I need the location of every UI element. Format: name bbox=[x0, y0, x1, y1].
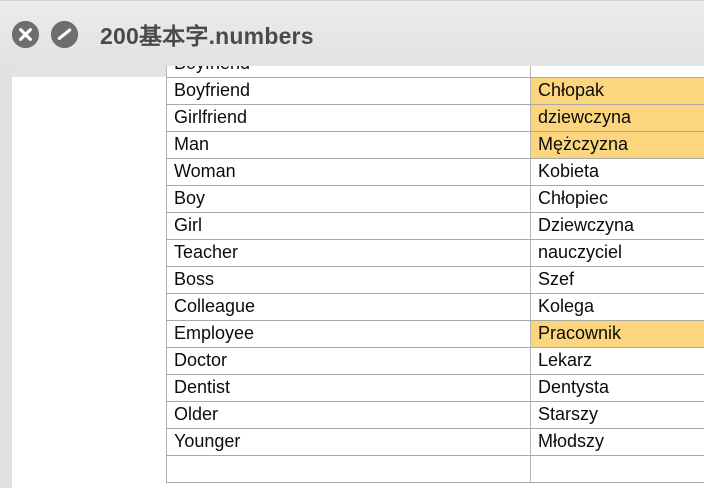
cell-english[interactable]: Boyfriend bbox=[166, 77, 531, 105]
table-row[interactable]: Girlfriend dziewczyna bbox=[166, 104, 704, 132]
cell-english[interactable]: Teacher bbox=[166, 239, 531, 267]
cell-polish[interactable]: Chłopak bbox=[530, 77, 704, 105]
table-row[interactable] bbox=[166, 455, 704, 483]
table-row[interactable]: Doctor Lekarz bbox=[166, 347, 704, 375]
document-sheet: BoyfriendBoyfriendChłopakGirlfrienddziew… bbox=[12, 66, 704, 488]
table-row[interactable]: Woman Kobieta bbox=[166, 158, 704, 186]
close-icon[interactable] bbox=[12, 20, 39, 48]
cell-polish[interactable]: nauczyciel bbox=[530, 239, 704, 267]
table-row[interactable]: Girl Dziewczyna bbox=[166, 212, 704, 240]
table-row[interactable]: Man Mężczyzna bbox=[166, 131, 704, 159]
window-title: 200基本字.numbers bbox=[100, 23, 314, 49]
table-row[interactable]: Boss Szef bbox=[166, 266, 704, 294]
table-row[interactable]: Boy Chłopiec bbox=[166, 185, 704, 213]
table-row[interactable]: Younger Młodszy bbox=[166, 428, 704, 456]
cell-english[interactable] bbox=[166, 455, 531, 483]
title-bar[interactable]: 200基本字.numbers bbox=[0, 0, 704, 66]
cell-polish[interactable]: Starszy bbox=[530, 401, 704, 429]
table-row[interactable]: Dentist Dentysta bbox=[166, 374, 704, 402]
spreadsheet-viewport[interactable]: BoyfriendBoyfriendChłopakGirlfrienddziew… bbox=[166, 66, 704, 488]
cell-polish[interactable]: Dentysta bbox=[530, 374, 704, 402]
cell-english[interactable]: Boy bbox=[166, 185, 531, 213]
table-row[interactable]: Employee Pracownik bbox=[166, 320, 704, 348]
cell-polish[interactable]: Kolega bbox=[530, 293, 704, 321]
title-bar-content: 200基本字.numbers bbox=[12, 15, 314, 53]
cell-polish[interactable] bbox=[530, 455, 704, 483]
table-row[interactable]: Teacher nauczyciel bbox=[166, 239, 704, 267]
table-row[interactable]: Colleague Kolega bbox=[166, 293, 704, 321]
cell-polish[interactable]: Młodszy bbox=[530, 428, 704, 456]
cell-polish[interactable]: Lekarz bbox=[530, 347, 704, 375]
table-row[interactable]: Boyfriend bbox=[166, 66, 704, 78]
table-row[interactable]: Boyfriend Chłopak bbox=[166, 77, 704, 105]
cell-english[interactable]: Older bbox=[166, 401, 531, 429]
cell-english[interactable]: Dentist bbox=[166, 374, 531, 402]
cell-english[interactable]: Woman bbox=[166, 158, 531, 186]
cell-polish[interactable]: Pracownik bbox=[530, 320, 704, 348]
cell-polish[interactable] bbox=[530, 66, 704, 78]
cell-polish[interactable]: Chłopiec bbox=[530, 185, 704, 213]
cell-english[interactable]: Man bbox=[166, 131, 531, 159]
cell-polish[interactable]: Szef bbox=[530, 266, 704, 294]
cell-polish[interactable]: Dziewczyna bbox=[530, 212, 704, 240]
no-entry-icon[interactable] bbox=[51, 20, 78, 48]
cell-english[interactable]: Doctor bbox=[166, 347, 531, 375]
cell-english[interactable]: Girlfriend bbox=[166, 104, 531, 132]
vocabulary-table: BoyfriendBoyfriendChłopakGirlfrienddziew… bbox=[166, 66, 704, 483]
cell-english[interactable]: Younger bbox=[166, 428, 531, 456]
cell-polish[interactable]: Kobieta bbox=[530, 158, 704, 186]
cell-english[interactable]: Employee bbox=[166, 320, 531, 348]
cell-english[interactable]: Girl bbox=[166, 212, 531, 240]
cell-polish[interactable]: dziewczyna bbox=[530, 104, 704, 132]
cell-polish[interactable]: Mężczyzna bbox=[530, 131, 704, 159]
cell-english[interactable]: Boss bbox=[166, 266, 531, 294]
cell-english[interactable]: Boyfriend bbox=[166, 66, 531, 78]
cell-english[interactable]: Colleague bbox=[166, 293, 531, 321]
table-row[interactable]: Older Starszy bbox=[166, 401, 704, 429]
